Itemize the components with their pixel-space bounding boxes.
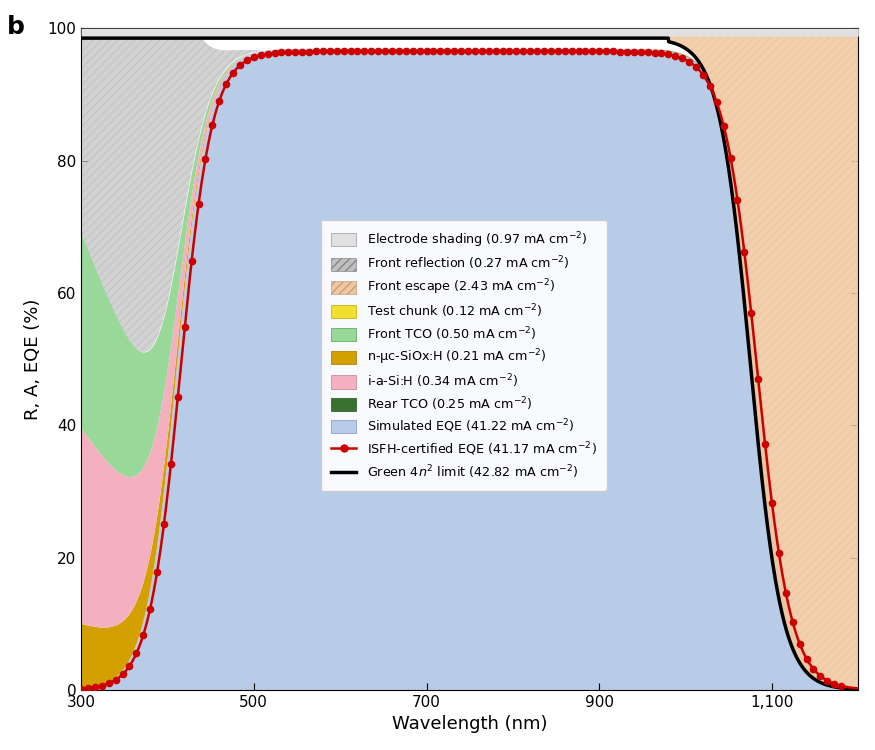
Legend: Electrode shading (0.97 mA cm$^{-2}$), Front reflection (0.27 mA cm$^{-2}$), Fro: Electrode shading (0.97 mA cm$^{-2}$), F…: [320, 220, 606, 491]
Text: b: b: [7, 15, 25, 39]
Y-axis label: R, A, EQE (%): R, A, EQE (%): [24, 298, 42, 420]
X-axis label: Wavelength (nm): Wavelength (nm): [392, 716, 548, 734]
